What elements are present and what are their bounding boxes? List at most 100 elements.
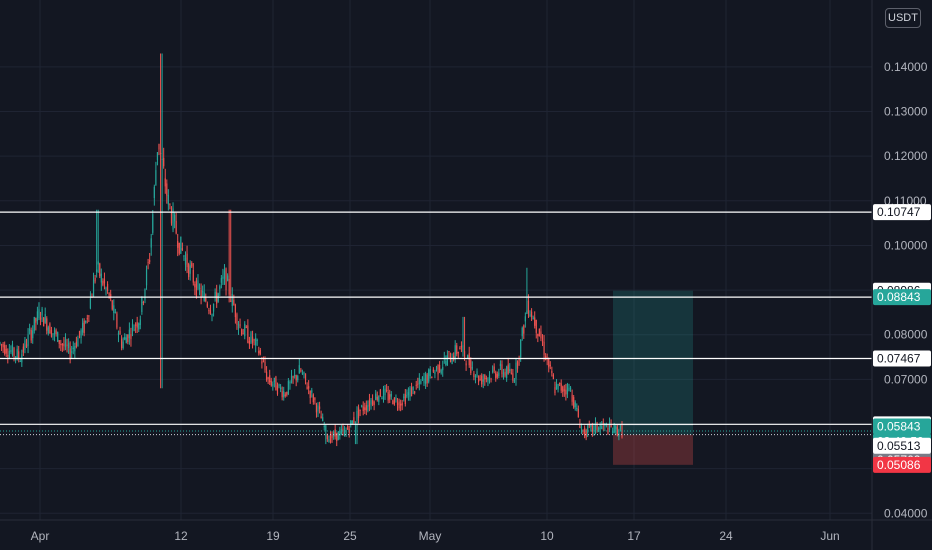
candle-body xyxy=(434,371,436,374)
candle-body xyxy=(41,308,43,316)
candle-body xyxy=(477,376,480,382)
candle-body xyxy=(552,374,555,380)
candle-body xyxy=(356,410,358,421)
candle-body xyxy=(72,347,74,350)
candle-body xyxy=(164,178,166,187)
candle-body xyxy=(258,350,260,354)
candle-body xyxy=(36,311,39,322)
candle-body xyxy=(365,405,367,411)
candle-body xyxy=(166,183,168,196)
candle-body xyxy=(177,241,179,248)
candle-body xyxy=(373,401,375,406)
candle-body xyxy=(549,364,551,366)
candle-body xyxy=(569,387,572,390)
candle-body xyxy=(255,337,257,346)
candle-body xyxy=(476,371,478,377)
candle-body xyxy=(147,262,149,264)
target-zone[interactable] xyxy=(613,290,693,435)
x-tick-label: 12 xyxy=(174,529,188,543)
candle-body xyxy=(77,337,79,347)
candle-body xyxy=(588,424,590,426)
candle-body xyxy=(521,327,523,337)
candle-body xyxy=(170,211,173,224)
candle-body xyxy=(16,348,18,359)
candle-body xyxy=(368,399,371,407)
candle-body xyxy=(329,434,332,443)
candle-body xyxy=(474,375,477,378)
candle-body xyxy=(582,429,584,433)
candle-body xyxy=(237,324,240,328)
candle-body xyxy=(409,388,411,397)
price-label: 0.08843 xyxy=(877,290,921,304)
candle-body xyxy=(13,347,15,356)
candle-body xyxy=(621,424,623,437)
horizontal-lines[interactable] xyxy=(0,211,872,436)
candle-body xyxy=(387,392,389,401)
candle-body xyxy=(379,389,381,397)
candle-body xyxy=(139,319,141,326)
candle-body xyxy=(456,345,458,355)
candle-body xyxy=(516,361,519,369)
candle-body xyxy=(117,333,120,335)
candle-body xyxy=(400,403,402,406)
candle-body xyxy=(248,341,251,345)
candle-body xyxy=(52,333,54,335)
candle-body xyxy=(43,317,45,327)
price-label: 0.05086 xyxy=(877,458,921,472)
candle-body xyxy=(306,386,308,389)
candle-body xyxy=(537,334,539,337)
candle-body xyxy=(557,384,559,390)
candle-body xyxy=(318,406,321,409)
candle-body xyxy=(540,331,542,339)
candle-body xyxy=(161,158,163,160)
candle-body xyxy=(144,289,146,300)
candle-body xyxy=(312,394,314,403)
candle-body xyxy=(46,318,48,331)
candle-body xyxy=(85,320,87,323)
candle-body xyxy=(127,334,129,342)
candle-body xyxy=(410,387,413,397)
candle-body xyxy=(80,330,82,339)
candle-body xyxy=(32,330,34,339)
candle-body xyxy=(110,294,112,297)
candle-body xyxy=(64,339,67,348)
candle-body xyxy=(562,386,564,392)
position-tool[interactable] xyxy=(613,290,693,465)
candle-body xyxy=(124,336,126,340)
price-label-bg xyxy=(873,204,931,221)
candle-body xyxy=(429,369,431,377)
candle-body xyxy=(39,317,42,320)
candle-body xyxy=(103,279,106,284)
candle-body xyxy=(426,374,428,384)
candle-body xyxy=(47,327,49,334)
candle-body xyxy=(382,389,385,400)
candle-body xyxy=(0,342,1,344)
candle-body xyxy=(529,314,531,316)
candle-body xyxy=(202,291,204,293)
candle-body xyxy=(96,269,98,273)
candle-body xyxy=(57,332,59,342)
candle-body xyxy=(250,332,252,343)
candle-body xyxy=(568,387,570,392)
candle-body xyxy=(287,380,289,394)
candle-body xyxy=(428,369,430,382)
candle-body xyxy=(125,337,127,344)
candle-body xyxy=(418,377,420,385)
candle-body xyxy=(156,152,159,161)
candle-body xyxy=(454,345,456,360)
candle-body xyxy=(530,311,533,317)
candle-body xyxy=(353,417,355,424)
candle-body xyxy=(114,312,116,314)
candle-body xyxy=(216,292,218,304)
candle-body xyxy=(412,386,414,390)
stop-zone[interactable] xyxy=(613,434,693,465)
candle-body xyxy=(276,385,279,394)
currency-button[interactable]: USDT xyxy=(885,8,921,28)
candle-body xyxy=(181,248,183,250)
candle-body xyxy=(142,301,145,303)
candle-body xyxy=(492,370,494,373)
candle-body xyxy=(106,284,109,292)
candle-body xyxy=(532,317,534,320)
candle-body xyxy=(593,425,595,432)
